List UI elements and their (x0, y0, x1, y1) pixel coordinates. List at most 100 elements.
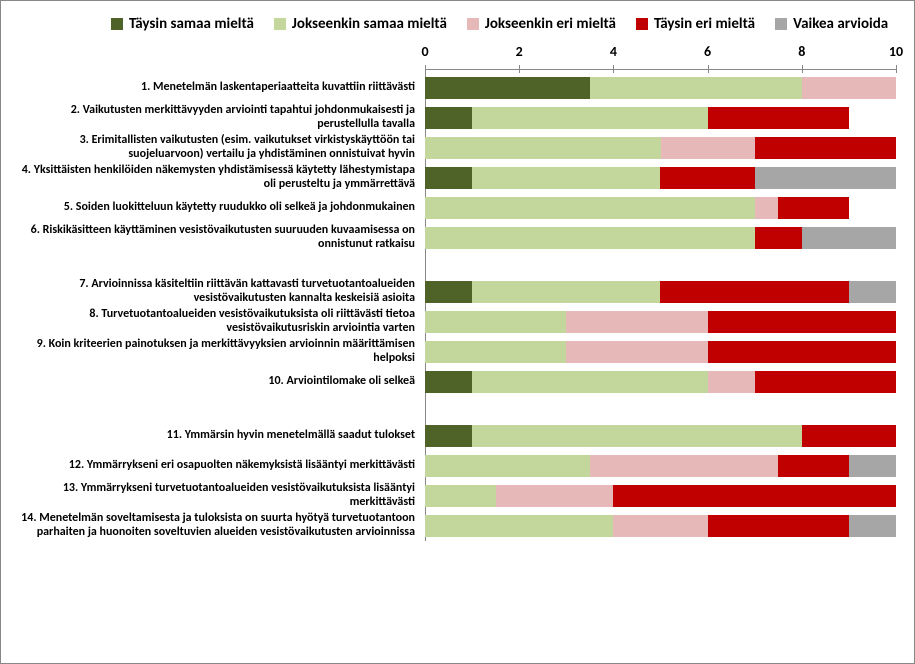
bar-segment-s5 (755, 167, 896, 189)
bar-row: 13. Ymmärrykseni turvetuotantoalueiden v… (425, 481, 896, 511)
x-tick-label: 0 (421, 43, 428, 60)
legend-swatch (274, 18, 286, 30)
chart-container: Täysin samaa mieltä Jokseenkin samaa miel… (0, 0, 915, 664)
legend-label: Vaikea arvioida (793, 15, 888, 33)
bar-row: 9. Koin kriteerien painotuksen ja merkit… (425, 337, 896, 367)
bar-segment-s5 (849, 281, 896, 303)
bar-segment-s4 (778, 455, 849, 477)
bar-segment-s2 (425, 227, 755, 249)
bar-stack (425, 137, 896, 159)
x-tick-label: 4 (610, 43, 617, 60)
bar-segment-s1 (425, 167, 472, 189)
bar-label: 1. Menetelmän laskentaperiaatteita kuvat… (21, 81, 425, 95)
bar-segment-s4 (708, 515, 849, 537)
group-gap (425, 253, 896, 277)
bar-segment-s3 (708, 371, 755, 393)
legend-swatch (775, 18, 787, 30)
bar-segment-s5 (849, 455, 896, 477)
bar-segment-s2 (472, 107, 708, 129)
bar-segment-s2 (425, 515, 613, 537)
bar-segment-s4 (755, 137, 896, 159)
x-tick-mark (425, 65, 426, 73)
bar-stack (425, 455, 896, 477)
bar-stack (425, 311, 896, 333)
legend-swatch (111, 18, 123, 30)
bar-segment-s3 (613, 515, 707, 537)
legend-item-s1: Täysin samaa mieltä (111, 15, 254, 33)
bar-stack (425, 197, 896, 219)
bar-row: 4. Yksittäisten henkilöiden näkemysten y… (425, 163, 896, 193)
bar-label: 8. Turvetuotantoalueiden vesistövaikutuk… (21, 308, 425, 336)
legend-item-s4: Täysin eri mieltä (636, 15, 755, 33)
bar-label: 10. Arviointilomake oli selkeä (21, 375, 425, 389)
bar-segment-s2 (425, 341, 566, 363)
bar-label: 9. Koin kriteerien painotuksen ja merkit… (21, 338, 425, 366)
bar-segment-s4 (802, 425, 896, 447)
bar-segment-s4 (613, 485, 896, 507)
bar-stack (425, 167, 896, 189)
bar-segment-s4 (778, 197, 849, 219)
x-tick-mark (896, 65, 897, 73)
legend-item-s2: Jokseenkin samaa mieltä (274, 15, 447, 33)
bar-label: 2. Vaikutusten merkittävyyden arviointi … (21, 104, 425, 132)
bar-segment-s2 (472, 281, 660, 303)
bar-row: 6. Riskikäsitteen käyttäminen vesistövai… (425, 223, 896, 253)
bar-row: 2. Vaikutusten merkittävyyden arviointi … (425, 103, 896, 133)
bar-row: 11. Ymmärsin hyvin menetelmällä saadut t… (425, 421, 896, 451)
x-tick-label: 10 (889, 43, 903, 60)
bar-segment-s5 (802, 227, 896, 249)
bar-segment-s1 (425, 107, 472, 129)
bar-row: 10. Arviointilomake oli selkeä (425, 367, 896, 397)
bar-row: 3. Erimitallisten vaikutusten (esim. vai… (425, 133, 896, 163)
bar-row: 1. Menetelmän laskentaperiaatteita kuvat… (425, 73, 896, 103)
bar-segment-s2 (472, 167, 660, 189)
bar-segment-s5 (849, 515, 896, 537)
bar-segment-s4 (708, 107, 849, 129)
bar-segment-s1 (425, 77, 590, 99)
bar-segment-s4 (660, 281, 848, 303)
bar-stack (425, 425, 896, 447)
bar-stack (425, 515, 896, 537)
plot-area: 0246810 1. Menetelmän laskentaperiaattei… (11, 43, 904, 547)
bar-label: 11. Ymmärsin hyvin menetelmällä saadut t… (21, 429, 425, 443)
bar-segment-s2 (590, 77, 802, 99)
bar-segment-s3 (590, 455, 778, 477)
bar-row: 7. Arvioinnissa käsiteltiin riittävän ka… (425, 277, 896, 307)
bar-segment-s2 (425, 455, 590, 477)
bar-label: 12. Ymmärrykseni eri osapuolten näkemyks… (21, 459, 425, 473)
bar-stack (425, 485, 896, 507)
bar-label: 5. Soiden luokitteluun käytetty ruudukko… (21, 201, 425, 215)
legend-label: Täysin samaa mieltä (129, 15, 254, 33)
bar-stack (425, 341, 896, 363)
bar-segment-s2 (472, 425, 802, 447)
bar-label: 4. Yksittäisten henkilöiden näkemysten y… (21, 164, 425, 192)
bar-segment-s1 (425, 371, 472, 393)
legend: Täysin samaa mieltä Jokseenkin samaa miel… (11, 9, 904, 39)
bar-segment-s1 (425, 281, 472, 303)
legend-swatch (636, 18, 648, 30)
bar-segment-s4 (755, 227, 802, 249)
bar-segment-s2 (425, 137, 661, 159)
bar-segment-s3 (566, 341, 707, 363)
bar-segment-s4 (708, 311, 896, 333)
x-tick-label: 8 (798, 43, 805, 60)
bar-stack (425, 107, 896, 129)
x-tick-mark (519, 65, 520, 73)
x-axis-line (425, 69, 896, 70)
bar-segment-s3 (496, 485, 614, 507)
bar-row: 14. Menetelmän soveltamisesta ja tuloksi… (425, 511, 896, 541)
bar-segment-s3 (755, 197, 779, 219)
bar-label: 6. Riskikäsitteen käyttäminen vesistövai… (21, 224, 425, 252)
bar-row: 12. Ymmärrykseni eri osapuolten näkemyks… (425, 451, 896, 481)
bar-segment-s4 (755, 371, 896, 393)
legend-label: Jokseenkin eri mieltä (485, 15, 616, 33)
bar-label: 7. Arvioinnissa käsiteltiin riittävän ka… (21, 278, 425, 306)
bar-stack (425, 77, 896, 99)
bar-segment-s2 (425, 311, 566, 333)
bar-segment-s1 (425, 425, 472, 447)
legend-item-s3: Jokseenkin eri mieltä (467, 15, 616, 33)
legend-item-s5: Vaikea arvioida (775, 15, 888, 33)
x-tick-label: 6 (704, 43, 711, 60)
bar-segment-s3 (661, 137, 755, 159)
bars-area: 1. Menetelmän laskentaperiaatteita kuvat… (425, 73, 896, 541)
